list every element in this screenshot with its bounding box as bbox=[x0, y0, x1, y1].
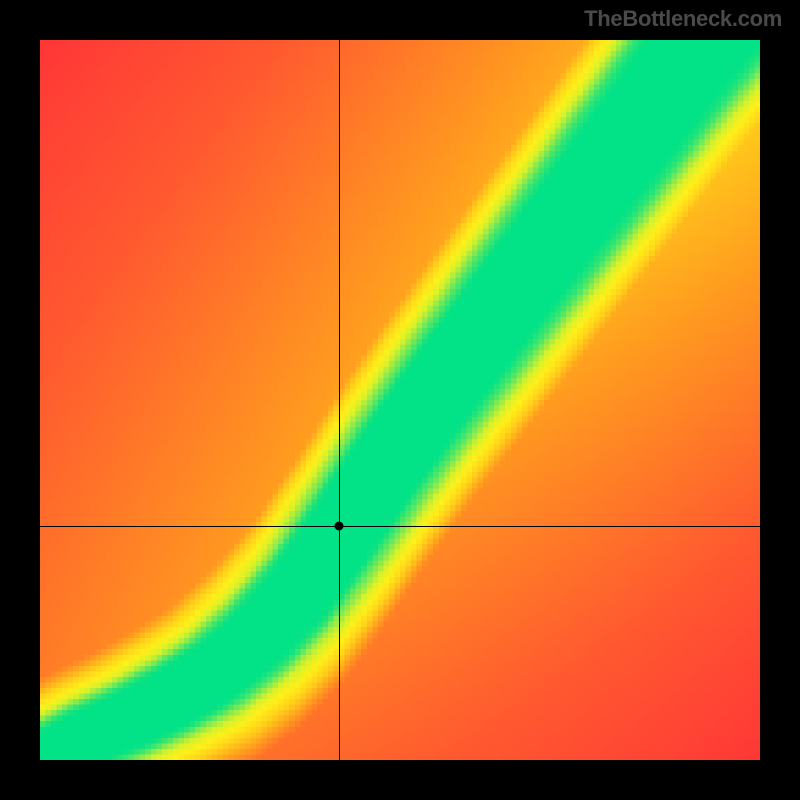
crosshair-horizontal bbox=[40, 526, 760, 527]
crosshair-vertical bbox=[339, 40, 340, 760]
plot-area bbox=[40, 40, 760, 760]
watermark-text: TheBottleneck.com bbox=[584, 6, 782, 32]
crosshair-marker bbox=[334, 522, 343, 531]
chart-container: TheBottleneck.com bbox=[0, 0, 800, 800]
heatmap-canvas bbox=[40, 40, 760, 760]
